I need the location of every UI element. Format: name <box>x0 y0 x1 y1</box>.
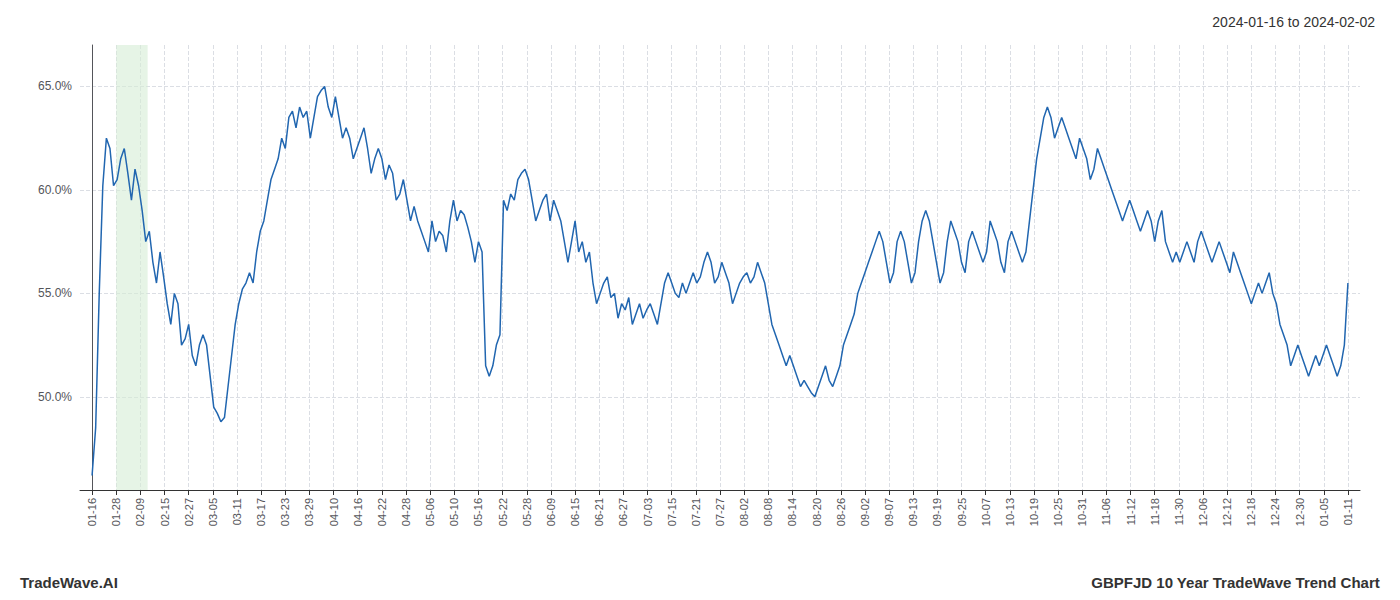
svg-text:07-03: 07-03 <box>642 498 654 526</box>
svg-text:08-08: 08-08 <box>762 498 774 526</box>
svg-text:03-05: 03-05 <box>207 498 219 526</box>
svg-text:12-18: 12-18 <box>1245 498 1257 526</box>
svg-text:01-28: 01-28 <box>110 498 122 526</box>
svg-text:07-15: 07-15 <box>666 498 678 526</box>
svg-text:08-20: 08-20 <box>811 498 823 526</box>
svg-text:11-30: 11-30 <box>1173 498 1185 525</box>
svg-text:09-07: 09-07 <box>883 498 895 526</box>
svg-text:12-06: 12-06 <box>1197 498 1209 526</box>
svg-text:09-13: 09-13 <box>907 498 919 526</box>
svg-text:06-27: 06-27 <box>617 498 629 526</box>
svg-text:08-02: 08-02 <box>738 498 750 526</box>
svg-text:2024-01-16 to 2024-02-02: 2024-01-16 to 2024-02-02 <box>1212 14 1375 30</box>
svg-text:12-24: 12-24 <box>1269 498 1281 526</box>
svg-text:03-17: 03-17 <box>255 498 267 526</box>
svg-text:06-15: 06-15 <box>569 498 581 526</box>
svg-text:09-25: 09-25 <box>956 498 968 526</box>
svg-text:04-28: 04-28 <box>400 498 412 526</box>
svg-text:08-26: 08-26 <box>835 498 847 526</box>
svg-text:10-31: 10-31 <box>1076 498 1088 526</box>
svg-text:02-27: 02-27 <box>183 498 195 526</box>
svg-text:04-22: 04-22 <box>376 498 388 526</box>
svg-text:07-27: 07-27 <box>714 498 726 526</box>
svg-text:01-16: 01-16 <box>86 498 98 526</box>
svg-text:03-23: 03-23 <box>279 498 291 526</box>
svg-text:02-09: 02-09 <box>134 498 146 526</box>
svg-text:TradeWave.AI: TradeWave.AI <box>20 574 118 591</box>
svg-text:08-14: 08-14 <box>786 498 798 526</box>
svg-text:01-05: 01-05 <box>1318 498 1330 526</box>
svg-text:03-29: 03-29 <box>303 498 315 526</box>
svg-text:05-28: 05-28 <box>521 498 533 526</box>
svg-text:10-25: 10-25 <box>1052 498 1064 526</box>
svg-text:07-21: 07-21 <box>690 498 702 526</box>
svg-text:02-15: 02-15 <box>159 498 171 526</box>
svg-text:55.0%: 55.0% <box>38 286 72 300</box>
svg-text:05-06: 05-06 <box>424 498 436 526</box>
svg-text:50.0%: 50.0% <box>38 390 72 404</box>
svg-text:06-09: 06-09 <box>545 498 557 526</box>
svg-text:04-16: 04-16 <box>352 498 364 526</box>
svg-text:12-30: 12-30 <box>1294 498 1306 526</box>
svg-text:05-16: 05-16 <box>472 498 484 526</box>
svg-text:10-19: 10-19 <box>1028 498 1040 526</box>
svg-text:11-18: 11-18 <box>1149 498 1161 525</box>
svg-text:10-07: 10-07 <box>980 498 992 526</box>
svg-text:03-11: 03-11 <box>231 498 243 525</box>
svg-text:05-10: 05-10 <box>448 498 460 526</box>
svg-text:65.0%: 65.0% <box>38 79 72 93</box>
svg-text:06-21: 06-21 <box>593 498 605 526</box>
svg-text:01-11: 01-11 <box>1342 498 1354 525</box>
svg-text:05-22: 05-22 <box>497 498 509 526</box>
svg-text:12-12: 12-12 <box>1221 498 1233 526</box>
svg-text:04-10: 04-10 <box>328 498 340 526</box>
svg-text:10-13: 10-13 <box>1004 498 1016 526</box>
svg-text:09-19: 09-19 <box>931 498 943 526</box>
svg-text:11-06: 11-06 <box>1100 498 1112 525</box>
svg-text:11-12: 11-12 <box>1125 498 1137 525</box>
svg-text:60.0%: 60.0% <box>38 183 72 197</box>
svg-text:GBPFJD 10 Year TradeWave Trend: GBPFJD 10 Year TradeWave Trend Chart <box>1091 574 1379 591</box>
svg-text:09-02: 09-02 <box>859 498 871 526</box>
